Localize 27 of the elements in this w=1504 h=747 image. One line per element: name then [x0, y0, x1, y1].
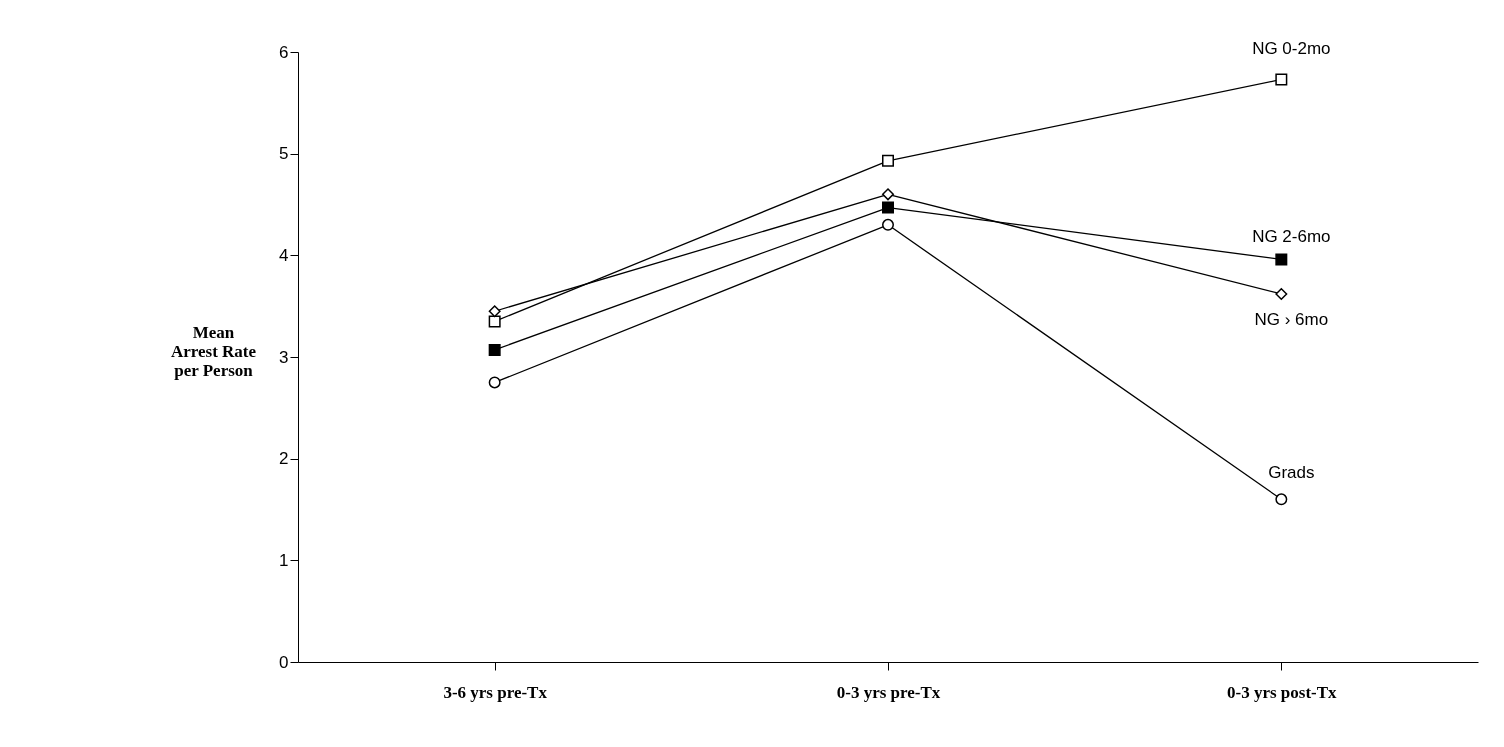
- point: [1275, 253, 1288, 266]
- y-tick-label: 6: [279, 42, 289, 62]
- x-tick-label: 0-3 yrs post-Tx: [1227, 682, 1338, 702]
- point: [1275, 73, 1288, 86]
- point: [488, 343, 501, 356]
- series-label: NG › 6mo: [1254, 309, 1329, 329]
- y-tick-label: 5: [279, 144, 289, 164]
- y-tick-label: 3: [279, 347, 289, 367]
- point: [488, 305, 501, 318]
- y-tick-label: 0: [279, 652, 289, 672]
- series-label: NG 2-6mo: [1252, 227, 1331, 247]
- point: [882, 154, 894, 167]
- series-label: NG 0-2mo: [1252, 39, 1331, 59]
- series-label: Grads: [1268, 463, 1315, 483]
- y-axis-title: Mean Arrest Rate per Person: [170, 322, 257, 380]
- point: [882, 218, 894, 231]
- point: [882, 188, 894, 201]
- y-tick-label: 1: [279, 550, 289, 570]
- point: [882, 201, 894, 214]
- point: [1275, 493, 1288, 506]
- y-tick-label: 4: [279, 245, 289, 265]
- x-tick-label: 0-3 yrs pre-Tx: [836, 682, 941, 702]
- point: [1275, 287, 1288, 300]
- point: [488, 315, 501, 328]
- y-tick-label: 2: [279, 449, 289, 469]
- x-tick-label: 3-6 yrs pre-Tx: [443, 682, 548, 702]
- point: [488, 376, 501, 389]
